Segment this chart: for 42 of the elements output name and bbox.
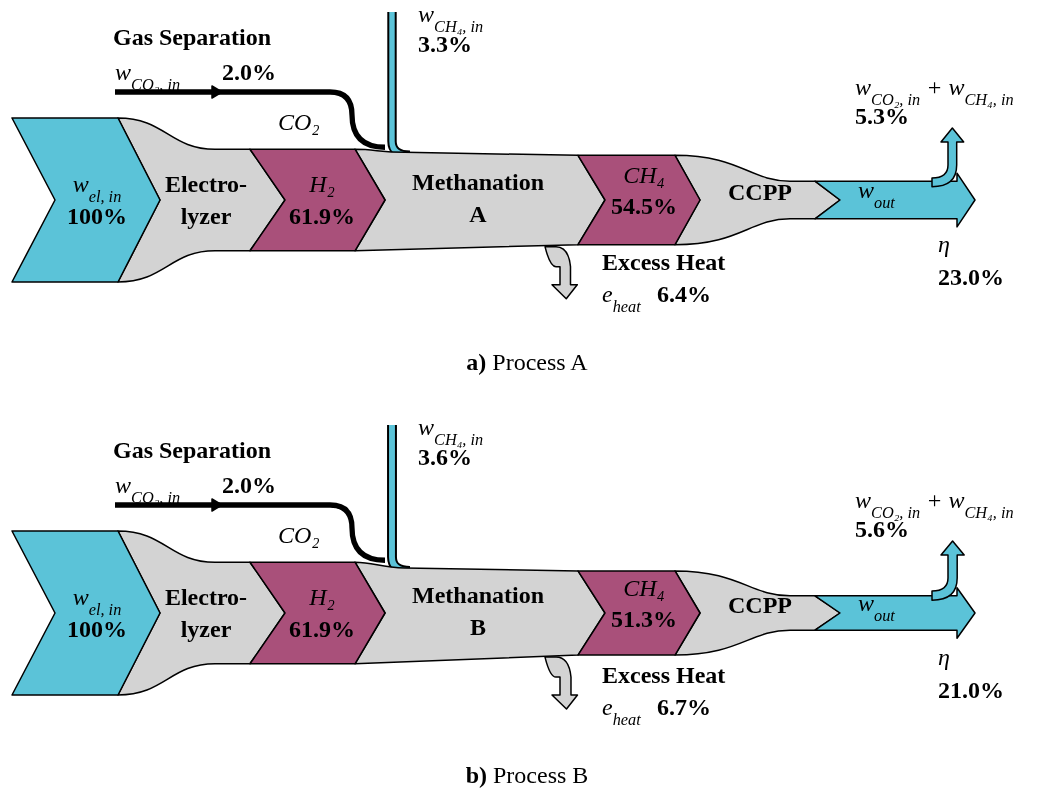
category-label: η: [938, 231, 950, 257]
text: Electro-: [164, 584, 248, 610]
text: Methanation: [412, 169, 544, 195]
data-label: 61.9%: [289, 203, 355, 229]
category-label: H₂: [308, 171, 335, 197]
text: Excess Heat: [602, 249, 726, 275]
data-label: 61.9%: [289, 616, 355, 642]
text: CO₂: [278, 522, 320, 548]
text: lyzer: [180, 203, 232, 229]
data-label: 2.0%: [222, 59, 276, 85]
text: a) Process A: [466, 349, 589, 375]
category-label: CH₄: [623, 162, 665, 188]
category-label: CH₄: [623, 575, 665, 601]
data-label: 23.0%: [938, 264, 1004, 290]
text: Gas Separation: [113, 24, 272, 50]
text: lyzer: [180, 616, 232, 642]
text: CO₂: [278, 109, 320, 135]
text: b) Process B: [465, 762, 589, 788]
text: w$_{out}$: [858, 590, 896, 625]
text: Excess Heat: [602, 662, 726, 688]
text: CCPP: [728, 592, 792, 618]
category-label: H₂: [308, 584, 335, 610]
text: A: [469, 201, 488, 227]
data-label: 100%: [67, 203, 127, 229]
text: CCPP: [728, 179, 792, 205]
category-label: w$_{el, in}$: [72, 584, 122, 619]
data-label: 51.3%: [611, 606, 677, 632]
text: Electro-: [164, 171, 248, 197]
data-label: 21.0%: [938, 677, 1004, 703]
text: Methanation: [412, 582, 544, 608]
text: Gas Separation: [113, 437, 272, 463]
category-label: e$_{heat}$: [602, 281, 642, 316]
category-label: η: [938, 644, 950, 670]
data-label: 6.4%: [657, 281, 711, 307]
text: w$_{out}$: [858, 177, 896, 212]
text: B: [469, 614, 487, 640]
data-label: 2.0%: [222, 472, 276, 498]
data-label: 100%: [67, 616, 127, 642]
category-label: e$_{heat}$: [602, 694, 642, 729]
data-label: 6.7%: [657, 694, 711, 720]
data-label: 54.5%: [611, 193, 677, 219]
category-label: w$_{el, in}$: [72, 171, 122, 206]
